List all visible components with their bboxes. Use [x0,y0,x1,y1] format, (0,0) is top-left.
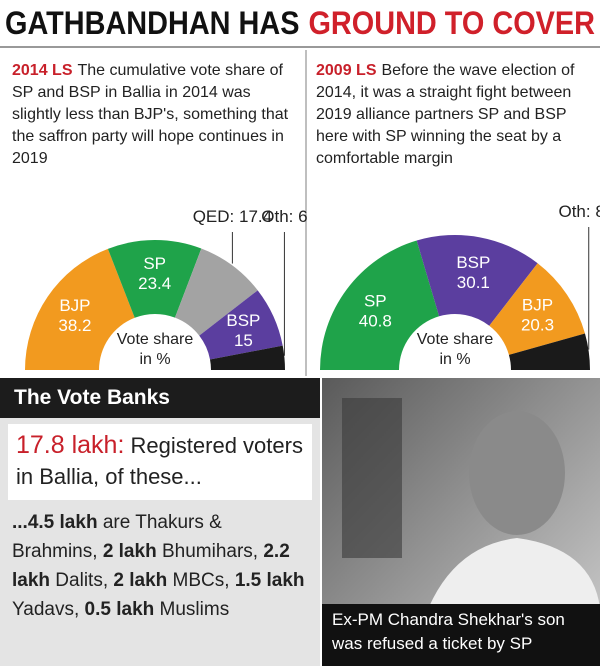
detail-text: 1.5 lakh [234,570,305,591]
slice [508,333,590,370]
category-label: SP [364,291,387,310]
slice [210,345,285,370]
detail-text: ...4.5 lakh [12,512,98,533]
slice [174,248,258,336]
category-label: BJP [522,295,553,314]
detail-text: 0.5 lakh [84,599,155,620]
center-label: in % [139,351,170,368]
headline-part: GATHBANDHAN HAS [5,5,299,41]
detail-text: Dalits, [50,570,114,591]
photo-shape [342,398,402,558]
detail-text: Bhumihars, [156,541,264,562]
slice [320,240,440,370]
value-label: Oth: 8.7 [558,202,600,221]
photo-caption: Ex-PM Chandra Shekhar's son was refused … [332,610,565,653]
highlight-text: Registered voters in Ballia, of these... [16,433,303,489]
caption-box [322,604,600,666]
chart-description: 2009 LS Before the wave election of 2014,… [316,60,594,170]
detail-text: 2.2 lakh [12,541,296,591]
detail-text: 2 lakh [113,570,168,591]
highlight-number: 17.8 lakh: [16,431,125,459]
chart-subtitle: The cumulative vote share of SP and BSP … [12,62,289,167]
photo-shape [469,411,565,535]
detail-text: are Thakurs & Brahmins, [12,512,228,562]
slice [416,235,538,326]
category-label: BSP [226,311,260,330]
photo [322,378,600,666]
chart-description: 2014 LS The cumulative vote share of SP a… [12,60,297,170]
slice [199,290,283,360]
value-label: QED: 17.4 [193,207,272,226]
value-label: 23.4 [138,274,171,293]
section-heading: The Vote Banks [0,378,320,418]
center-label: Vote share [117,331,194,348]
value-label: 15 [234,331,253,350]
detail-text: Yadavs, [12,570,310,620]
value-label: 40.8 [359,311,392,330]
chart-subtitle: Before the wave election of 2014, it was… [316,62,575,167]
detail-text: 2 lakh [102,541,157,562]
chart-title: 2014 LS [12,62,73,79]
headline-part: GROUND TO COVER [308,5,595,41]
category-label: SP [143,254,166,273]
slice [107,239,202,318]
value-label: 30.1 [457,273,490,292]
charts-panel: GATHBANDHAN HASGROUND TO COVER BJP38.2SP… [0,5,600,376]
vote-bank-details: ...4.5 lakh are Thakurs & Brahmins, 2 la… [12,508,312,624]
value-label: 20.3 [521,315,554,334]
category-label: BSP [456,253,490,272]
chart-title: 2009 LS [316,62,377,79]
slice [25,248,135,370]
value-label: Oth: 6 [261,207,307,226]
highlight-box: 17.8 lakh: Registered voters in Ballia, … [8,424,312,500]
slice [489,263,585,355]
value-label: 38.2 [58,316,91,335]
detail-text: Muslims [154,599,230,620]
category-label: BJP [59,296,90,315]
center-label: in % [439,351,470,368]
detail-text: MBCs, [167,570,235,591]
center-label: Vote share [417,331,494,348]
headline: GATHBANDHAN HASGROUND TO COVER [5,5,595,41]
